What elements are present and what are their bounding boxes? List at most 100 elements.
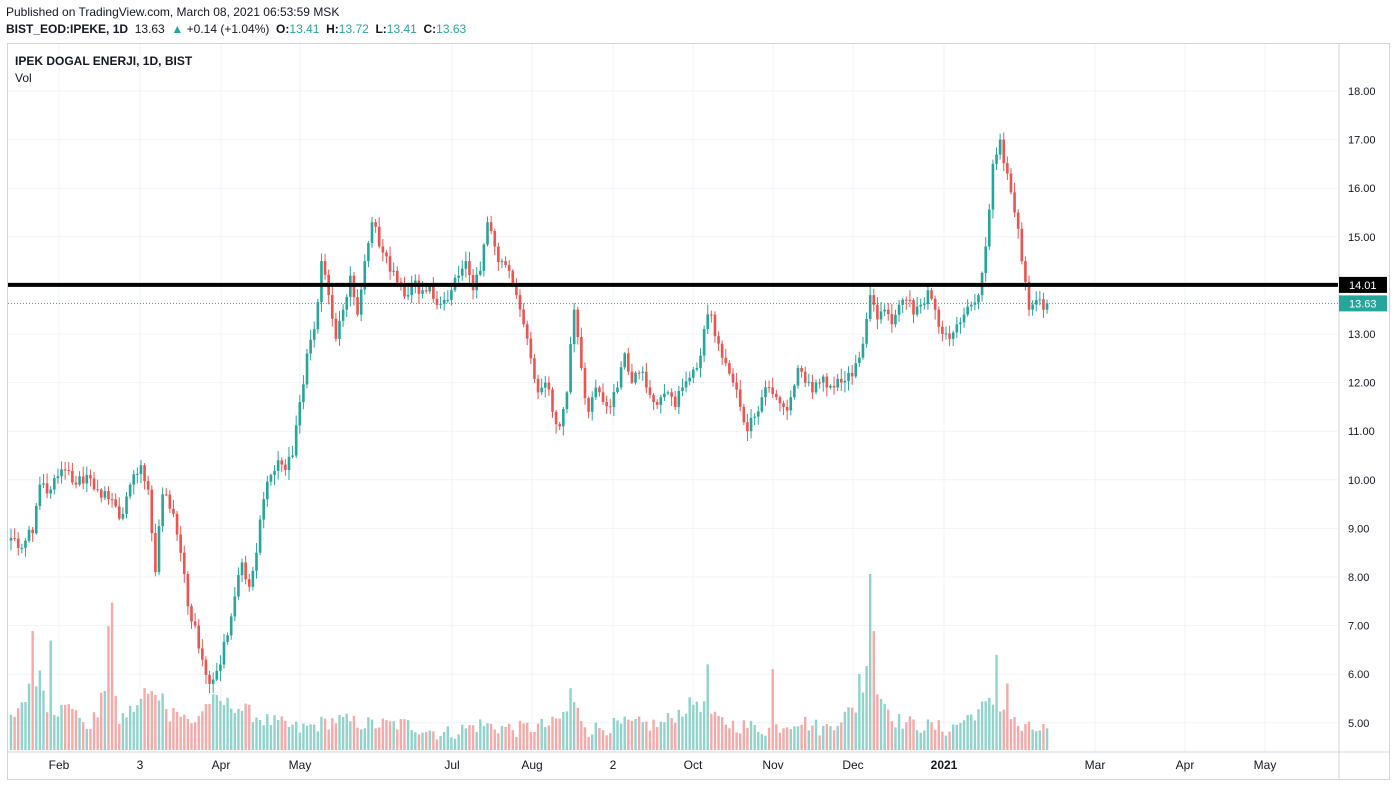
candle-body bbox=[273, 470, 276, 475]
candle-body bbox=[9, 538, 13, 541]
volume-bar bbox=[20, 702, 24, 750]
volume-bar bbox=[847, 707, 850, 750]
candle-body bbox=[641, 371, 645, 373]
candle-body bbox=[991, 163, 995, 210]
candle-body bbox=[179, 534, 182, 553]
candle-body bbox=[471, 275, 475, 291]
candle-body bbox=[540, 387, 543, 393]
volume-bar bbox=[966, 714, 969, 750]
candle-body bbox=[201, 648, 204, 660]
volume-bar bbox=[118, 723, 121, 750]
candle-body bbox=[468, 261, 471, 276]
candle-body bbox=[269, 474, 273, 482]
volume-bar bbox=[168, 721, 172, 750]
volume-bar bbox=[515, 736, 518, 750]
volume-bar bbox=[428, 730, 431, 750]
volume-bar bbox=[78, 717, 81, 750]
candle-body bbox=[533, 358, 536, 379]
candle-body bbox=[287, 456, 291, 471]
volume-bar bbox=[186, 719, 190, 750]
volume-bar bbox=[381, 718, 385, 750]
volume-bar bbox=[915, 730, 919, 750]
volume-bar bbox=[457, 734, 460, 750]
candle-body bbox=[240, 562, 244, 576]
volume-bar bbox=[450, 737, 453, 750]
volume-bar bbox=[421, 732, 424, 750]
candle-body bbox=[655, 402, 659, 405]
candle-body bbox=[536, 378, 540, 393]
volume-bar bbox=[1024, 723, 1027, 750]
candle-body bbox=[886, 309, 890, 315]
candle-body bbox=[695, 368, 699, 370]
candle-body bbox=[995, 154, 998, 164]
candle-body bbox=[771, 387, 775, 394]
volume-bar bbox=[378, 727, 381, 750]
volume-bar bbox=[258, 720, 262, 750]
volume-bar bbox=[843, 711, 847, 750]
volume-bar bbox=[702, 701, 706, 750]
volume-bar bbox=[1002, 709, 1005, 750]
candle-body bbox=[139, 465, 143, 474]
candle-body bbox=[406, 295, 410, 297]
volume-bar bbox=[327, 729, 330, 750]
volume-bar bbox=[908, 716, 912, 750]
candle-body bbox=[211, 679, 215, 684]
candle-body bbox=[146, 481, 150, 490]
candle-body bbox=[998, 139, 1002, 155]
volume-bar bbox=[107, 626, 110, 750]
price-tick-label: 10.00 bbox=[1348, 475, 1376, 487]
volume-bar bbox=[634, 719, 637, 750]
volume-bar bbox=[183, 714, 186, 750]
volume-bar bbox=[522, 723, 525, 750]
horizontal-line-label: 14.01 bbox=[1349, 280, 1377, 292]
candle-body bbox=[359, 289, 363, 315]
candle-body bbox=[74, 482, 78, 485]
volume-bar bbox=[565, 711, 569, 750]
candle-body bbox=[450, 290, 453, 300]
volume-bar bbox=[204, 704, 208, 750]
volume-bar bbox=[334, 723, 338, 750]
volume-bar bbox=[739, 733, 742, 750]
volume-bar bbox=[323, 718, 327, 750]
volume-bar bbox=[139, 698, 143, 750]
volume-bar bbox=[89, 728, 92, 750]
candle-body bbox=[854, 363, 858, 377]
candle-body bbox=[760, 397, 764, 412]
volume-bar bbox=[890, 721, 894, 750]
candle-body bbox=[814, 382, 818, 393]
candle-body bbox=[125, 496, 128, 514]
volume-bar bbox=[49, 640, 52, 750]
candle-body bbox=[435, 298, 439, 305]
candle-body bbox=[89, 474, 92, 479]
chart-frame[interactable] bbox=[7, 43, 1390, 780]
close-label: C: bbox=[423, 22, 437, 36]
candle-body bbox=[829, 385, 832, 388]
last-price-label: 13.63 bbox=[1349, 298, 1377, 310]
volume-bar bbox=[706, 664, 709, 750]
price-tick-label: 12.00 bbox=[1348, 378, 1376, 390]
candle-body bbox=[616, 387, 619, 392]
up-arrow-icon: ▲ bbox=[171, 22, 184, 36]
candle-body bbox=[157, 526, 161, 573]
candle-body bbox=[645, 371, 648, 388]
volume-bar bbox=[785, 727, 789, 750]
candle-body bbox=[767, 387, 771, 389]
volume-bar bbox=[320, 716, 323, 750]
candle-body bbox=[81, 476, 85, 484]
volume-bar bbox=[1027, 721, 1031, 750]
volume-bar bbox=[359, 729, 363, 750]
candle-body bbox=[395, 270, 399, 283]
time-tick-label: Mar bbox=[1085, 758, 1106, 772]
candle-body bbox=[637, 372, 641, 374]
candle-body bbox=[226, 635, 229, 642]
change-value: +0.14 (+1.04%) bbox=[186, 22, 270, 36]
volume-bar bbox=[309, 724, 312, 750]
volume-bar bbox=[38, 670, 42, 750]
candle-body bbox=[251, 570, 255, 587]
candle-body bbox=[933, 298, 937, 310]
volume-bar bbox=[208, 703, 211, 750]
volume-bar bbox=[240, 710, 244, 750]
candle-body bbox=[60, 469, 63, 477]
candle-body bbox=[710, 314, 713, 316]
